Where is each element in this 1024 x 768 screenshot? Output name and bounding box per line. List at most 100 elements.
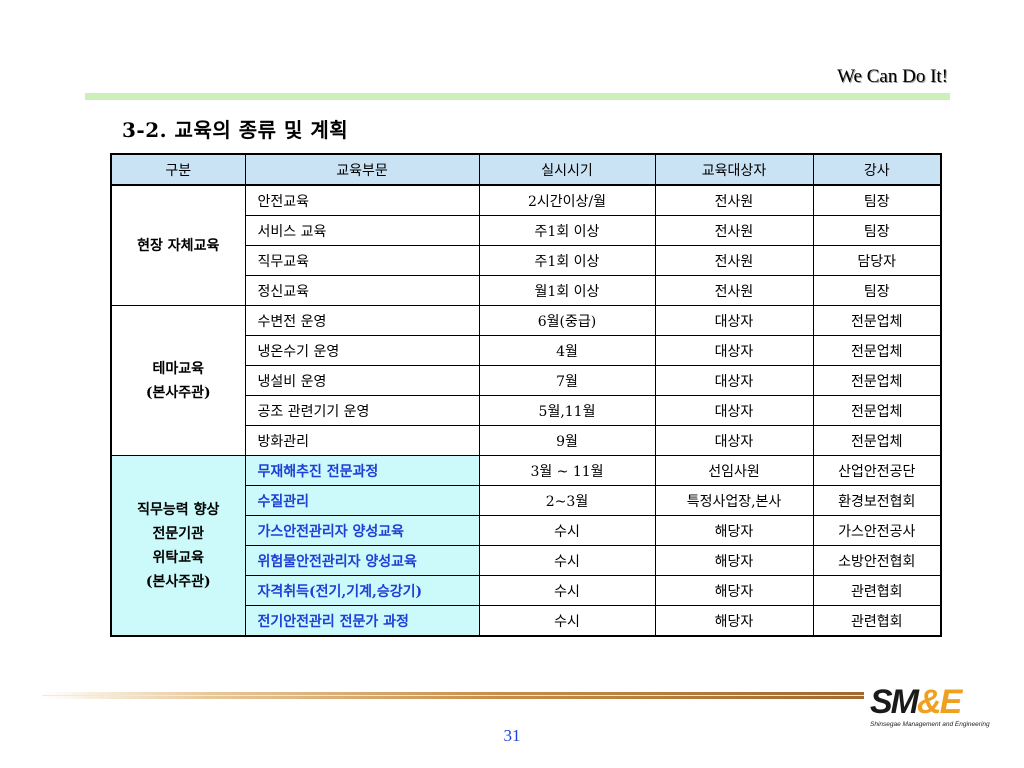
schedule-cell: 수시 — [478, 575, 656, 606]
logo-wordmark: SM&E — [870, 685, 995, 719]
schedule-cell: 3월 ~ 11월 — [478, 455, 656, 486]
instructor-cell: 가스안전공사 — [812, 515, 942, 546]
target-cell: 전사원 — [654, 275, 814, 306]
schedule-cell: 7월 — [478, 365, 656, 396]
target-cell: 해당자 — [654, 575, 814, 606]
group-label-line: 전문기관 — [152, 525, 205, 542]
table-body: 현장 자체교육 안전교육 2시간이상/월 전사원 팀장 서비스 교육 주1회 이상 전사원 팀장… — [110, 184, 942, 637]
tagline: We Can Do It! — [837, 66, 948, 87]
logo-e-text: E — [939, 683, 963, 721]
instructor-cell: 전문업체 — [812, 365, 942, 396]
column-header: 구분 — [110, 153, 246, 186]
schedule-cell: 9월 — [478, 425, 656, 456]
group-label-line: 위탁교육 — [152, 549, 205, 566]
schedule-cell: 2~3월 — [478, 485, 656, 516]
instructor-cell: 관련협회 — [812, 605, 942, 637]
training-plan-table: 구분 교육부문 실시시기 교육대상자 강사 현장 자체교육 안전교육 2시간이상/월… — [110, 153, 942, 637]
schedule-cell: 6월(중급) — [478, 305, 656, 336]
top-divider — [85, 93, 950, 100]
target-cell: 전사원 — [654, 245, 814, 276]
column-header: 실시시기 — [478, 153, 656, 186]
page-title: 3-2. 교육의 종류 및 계획 — [122, 118, 349, 142]
target-cell: 해당자 — [654, 605, 814, 637]
table-row: 냉설비 운영 7월 대상자 전문업체 — [111, 365, 942, 396]
course-cell: 냉설비 운영 — [244, 365, 480, 396]
course-cell: 정신교육 — [244, 275, 480, 306]
instructor-cell: 소방안전협회 — [812, 545, 942, 576]
target-cell: 특정사업장,본사 — [654, 485, 814, 516]
schedule-cell: 수시 — [478, 605, 656, 637]
bottom-divider — [42, 692, 864, 699]
course-cell: 냉온수기 운영 — [244, 335, 480, 366]
logo-ampersand: & — [917, 683, 942, 721]
group-label-line: (본사주관) — [145, 573, 211, 590]
target-cell: 대상자 — [654, 395, 814, 426]
table-row: 자격취득(전기,기계,승강기) 수시 해당자 관련협회 — [111, 575, 942, 606]
course-cell: 수질관리 — [244, 485, 480, 516]
table-row: 현장 자체교육 안전교육 2시간이상/월 전사원 팀장 — [110, 184, 942, 306]
instructor-cell: 팀장 — [812, 215, 942, 246]
group-label-cell: 테마교육 (본사주관) — [110, 305, 246, 456]
table-row: 전기안전관리 전문가 과정 수시 해당자 관련협회 — [111, 605, 942, 637]
course-cell: 수변전 운영 — [244, 305, 480, 336]
instructor-cell: 전문업체 — [812, 335, 942, 366]
logo-main-text: SM — [870, 683, 919, 721]
group-label-line: (본사주관) — [145, 384, 211, 401]
table-row: 냉온수기 운영 4월 대상자 전문업체 — [111, 335, 942, 366]
table-header-row: 구분 교육부문 실시시기 교육대상자 강사 — [110, 153, 942, 186]
group-label-line: 현장 자체교육 — [137, 237, 220, 254]
company-logo: SM&E Shinsegae Management and Engineerin… — [870, 685, 995, 733]
course-cell: 전기안전관리 전문가 과정 — [244, 605, 480, 637]
instructor-cell: 전문업체 — [812, 425, 942, 456]
instructor-cell: 환경보전협회 — [812, 485, 942, 516]
instructor-cell: 팀장 — [812, 184, 942, 216]
target-cell: 대상자 — [654, 335, 814, 366]
course-cell: 위험물안전관리자 양성교육 — [244, 545, 480, 576]
instructor-cell: 산업안전공단 — [812, 455, 942, 486]
schedule-cell: 주1회 이상 — [478, 245, 656, 276]
schedule-cell: 5월,11월 — [478, 395, 656, 426]
schedule-cell: 수시 — [478, 545, 656, 576]
table-row: 직무교육 주1회 이상 전사원 담당자 — [111, 245, 942, 276]
course-cell: 공조 관련기기 운영 — [244, 395, 480, 426]
column-header: 교육대상자 — [654, 153, 814, 186]
instructor-cell: 관련협회 — [812, 575, 942, 606]
target-cell: 전사원 — [654, 215, 814, 246]
training-plan-table-container: 구분 교육부문 실시시기 교육대상자 강사 현장 자체교육 안전교육 2시간이상/월… — [110, 153, 942, 637]
instructor-cell: 전문업체 — [812, 395, 942, 426]
instructor-cell: 팀장 — [812, 275, 942, 306]
column-header: 교육부문 — [244, 153, 480, 186]
course-cell: 무재해추진 전문과정 — [244, 455, 480, 486]
course-cell: 안전교육 — [244, 184, 480, 216]
instructor-cell: 전문업체 — [812, 305, 942, 336]
target-cell: 해당자 — [654, 515, 814, 546]
group-label-line: 테마교육 — [152, 360, 205, 377]
schedule-cell: 수시 — [478, 515, 656, 546]
target-cell: 대상자 — [654, 305, 814, 336]
target-cell: 대상자 — [654, 365, 814, 396]
table-row: 위험물안전관리자 양성교육 수시 해당자 소방안전협회 — [111, 545, 942, 576]
group-label-line: 직무능력 향상 — [137, 501, 220, 518]
column-header: 강사 — [812, 153, 942, 186]
table-row: 테마교육 (본사주관) 수변전 운영 6월(중급) 대상자 전문업체 — [110, 305, 942, 456]
course-cell: 서비스 교육 — [244, 215, 480, 246]
table-row: 방화관리 9월 대상자 전문업체 — [111, 425, 942, 456]
table-row: 서비스 교육 주1회 이상 전사원 팀장 — [111, 215, 942, 246]
table-row: 공조 관련기기 운영 5월,11월 대상자 전문업체 — [111, 395, 942, 426]
target-cell: 전사원 — [654, 184, 814, 216]
course-cell: 방화관리 — [244, 425, 480, 456]
course-cell: 직무교육 — [244, 245, 480, 276]
instructor-cell: 담당자 — [812, 245, 942, 276]
schedule-cell: 4월 — [478, 335, 656, 366]
course-cell: 자격취득(전기,기계,승강기) — [244, 575, 480, 606]
logo-subtitle: Shinsegae Management and Engineering — [870, 721, 990, 728]
table-row: 정신교육 월1회 이상 전사원 팀장 — [111, 275, 942, 306]
target-cell: 대상자 — [654, 425, 814, 456]
group-label-cell: 현장 자체교육 — [110, 184, 246, 306]
page-number: 31 — [503, 726, 521, 745]
target-cell: 해당자 — [654, 545, 814, 576]
schedule-cell: 2시간이상/월 — [478, 184, 656, 216]
target-cell: 선임사원 — [654, 455, 814, 486]
